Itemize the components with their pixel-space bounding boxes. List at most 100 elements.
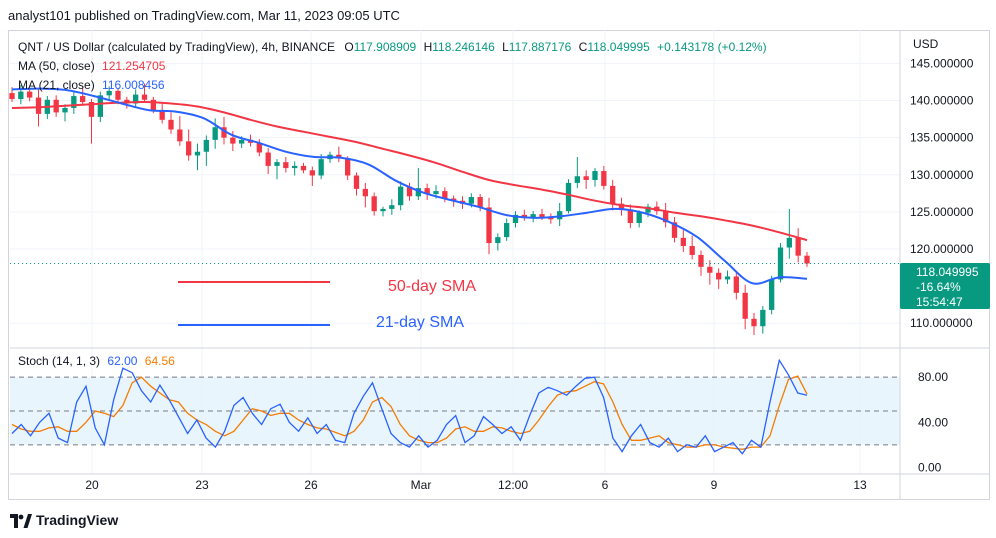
publish-info: analyst101 published on TradingView.com,… — [8, 8, 400, 23]
candle-body — [627, 209, 633, 224]
candle-body — [760, 309, 766, 327]
candle-body — [27, 91, 33, 98]
candle-body — [239, 139, 245, 144]
candle-body — [141, 94, 148, 100]
x-tick-label: 12:00 — [498, 478, 528, 492]
bar-countdown: 15:54:47 — [916, 295, 963, 309]
candle-body — [97, 95, 103, 117]
open-label: O — [344, 40, 354, 54]
ma50-value: 121.254705 — [102, 59, 166, 73]
annotations: 50-day SMA 21-day SMA — [178, 278, 476, 331]
candle-body — [565, 182, 572, 212]
candle-body — [380, 208, 386, 212]
candle-body — [539, 214, 545, 218]
candle-body — [80, 96, 86, 103]
price-change-pct: -16.64% — [916, 280, 961, 294]
stochastic-lines — [11, 358, 808, 455]
open-value: 117.908909 — [353, 40, 417, 54]
ma50-line — [11, 100, 808, 242]
candle-body — [742, 292, 748, 319]
x-tick-label: 6 — [602, 478, 609, 492]
high-label: H — [423, 40, 433, 54]
candle-body — [35, 97, 42, 114]
candles — [9, 83, 810, 336]
currency-label[interactable]: USD — [913, 37, 939, 51]
candle-body — [415, 188, 421, 197]
ma50-label: MA (50, close) — [18, 59, 95, 73]
candle-body — [398, 186, 404, 206]
candle-body — [671, 222, 678, 238]
axes: 20 23 26 Mar 12:00 6 9 13 145.000000 140.000000 13… — [10, 30, 990, 500]
stoch-y-tick-label: 0.00 — [918, 460, 942, 474]
candle-body — [592, 171, 598, 180]
change-value: +0.143178 (+0.12%) — [657, 40, 767, 54]
candle-body — [256, 142, 262, 153]
tradingview-brand[interactable]: TradingView — [36, 512, 119, 528]
candle-body — [150, 99, 156, 111]
candle-body — [698, 254, 704, 267]
candle-body — [601, 171, 607, 186]
x-tick-label: 13 — [853, 478, 867, 492]
close-value: 118.049995 — [587, 40, 650, 54]
candle-body — [618, 203, 625, 210]
candle-body — [689, 246, 695, 255]
x-tick-label: 9 — [711, 478, 718, 492]
stoch-band-background — [10, 376, 900, 446]
y-tick-label: 140.000000 — [910, 94, 974, 108]
candle-body — [362, 188, 368, 197]
candle-body — [583, 176, 589, 180]
candle-body — [495, 237, 501, 244]
ma50-row: MA (50, close) 121.254705 — [18, 57, 767, 76]
stoch-y-tick-label: 40.00 — [918, 415, 948, 429]
candle-body — [548, 217, 554, 220]
candle-body — [168, 119, 174, 130]
y-tick-label: 130.000000 — [910, 168, 974, 182]
candle-body — [574, 176, 580, 183]
ma21-line — [11, 87, 808, 285]
stoch-d-value: 64.56 — [144, 354, 175, 368]
x-tick-label: 23 — [195, 478, 209, 492]
sma50-annotation: 50-day SMA — [388, 278, 476, 295]
candle-body — [212, 127, 218, 140]
candle-body — [230, 137, 236, 144]
candle-body — [406, 186, 413, 197]
candle-body — [477, 197, 483, 208]
candle-body — [292, 165, 298, 169]
candle-body — [424, 188, 430, 195]
candle-body — [71, 96, 77, 108]
y-tick-label: 135.000000 — [910, 131, 974, 145]
symbol-description: QNT / US Dollar (calculated by TradingVi… — [18, 40, 336, 54]
candle-body — [751, 318, 757, 327]
candle-body — [433, 191, 439, 195]
low-label: L — [502, 40, 509, 54]
candle-body — [795, 237, 801, 256]
ohlc-row: QNT / US Dollar (calculated by TradingVi… — [18, 38, 767, 57]
last-price-box: 118.049995 -16.64% 15:54:47 — [900, 263, 990, 309]
candle-body — [62, 107, 68, 113]
tradingview-logo-icon — [10, 514, 32, 528]
candle-body — [512, 214, 519, 224]
ma21-value: 116.008456 — [102, 78, 165, 92]
y-tick-label: 120.000000 — [910, 242, 974, 256]
candle-body — [610, 185, 616, 204]
y-tick-label: 110.000000 — [910, 316, 973, 330]
candle-body — [345, 158, 351, 176]
candle-body — [309, 170, 315, 176]
candle-body — [177, 129, 183, 142]
header: analyst101 published on TradingView.com,… — [0, 0, 996, 30]
ma21-row: MA (21, close) 116.008456 — [18, 76, 767, 95]
footer: TradingView — [0, 502, 996, 538]
candle-body — [300, 165, 307, 171]
candle-body — [521, 214, 527, 218]
ma21-label: MA (21, close) — [18, 78, 95, 92]
close-label: C — [578, 40, 588, 54]
candle-body — [663, 211, 669, 223]
candle-body — [804, 255, 810, 264]
chart-legend: QNT / US Dollar (calculated by TradingVi… — [18, 38, 767, 95]
moving-averages — [11, 87, 808, 285]
candle-body — [9, 93, 15, 100]
candle-body — [557, 211, 563, 220]
candle-body — [451, 198, 457, 201]
candle-body — [274, 162, 280, 166]
